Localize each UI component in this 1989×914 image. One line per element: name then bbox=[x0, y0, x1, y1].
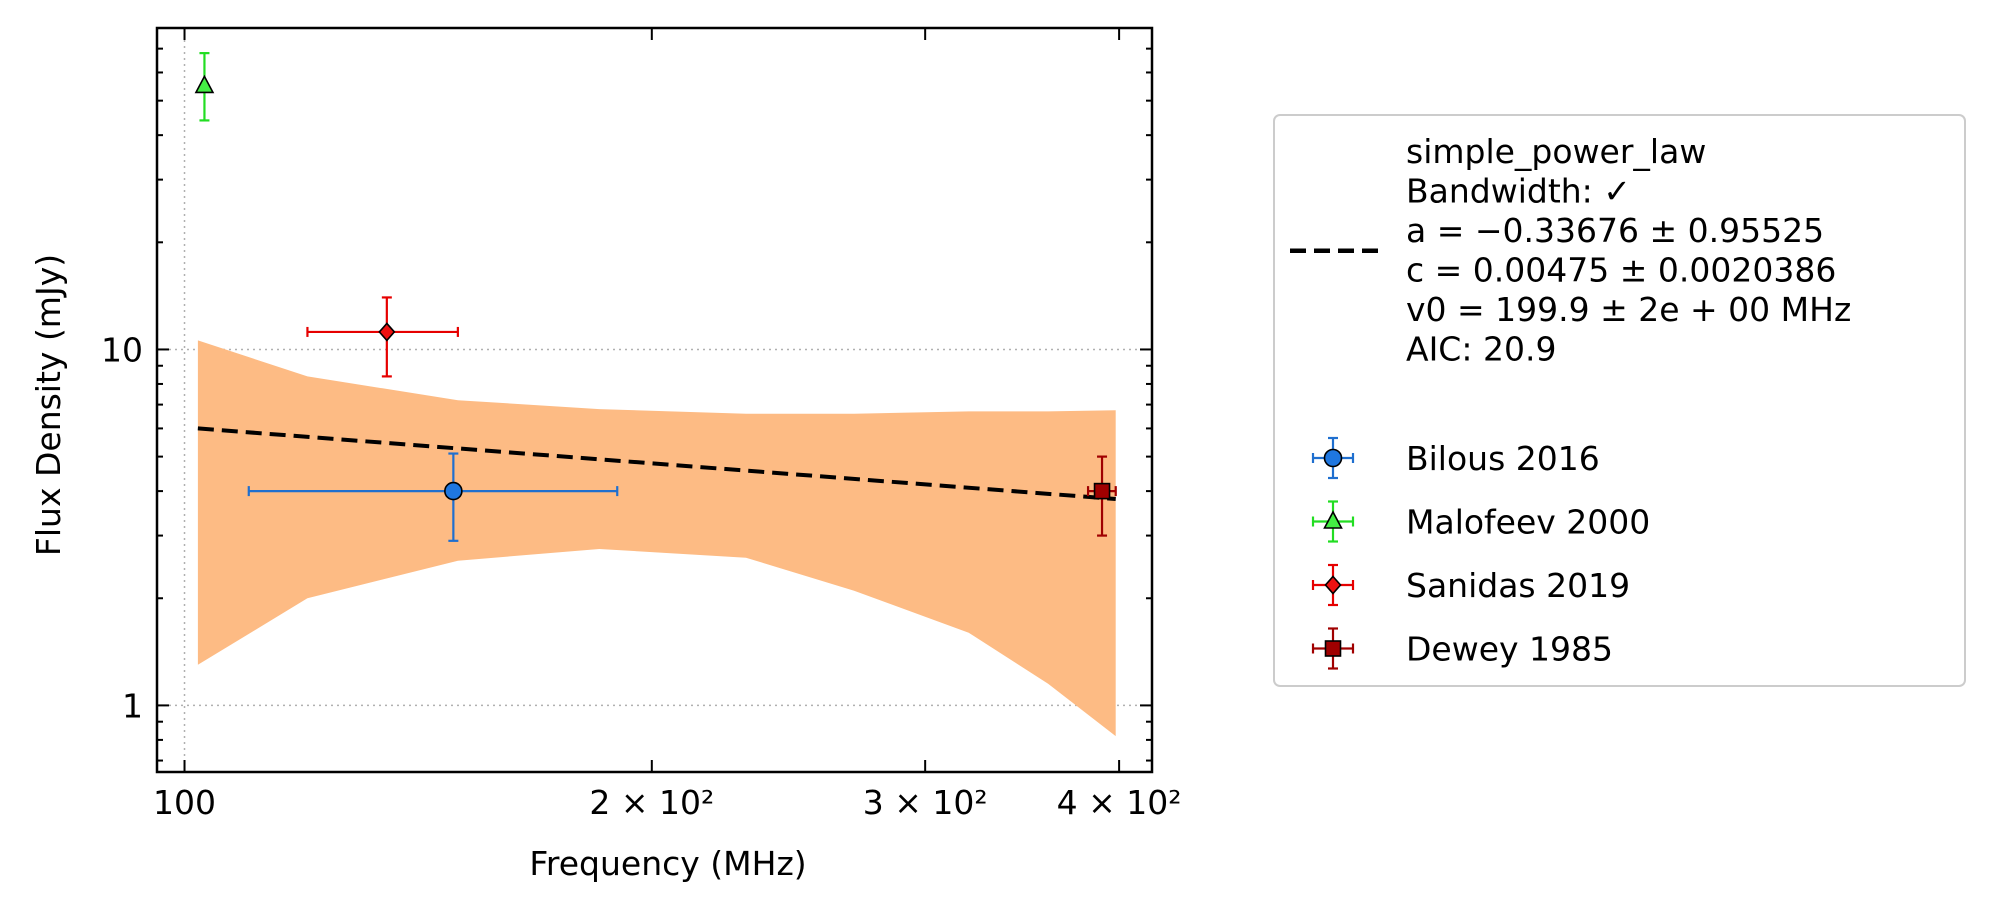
grid-lines bbox=[157, 28, 1152, 772]
data-point-marker bbox=[378, 322, 396, 342]
legend-fit-text: AIC: 20.9 bbox=[1406, 330, 1556, 369]
x-tick-label: 4 × 10² bbox=[1057, 783, 1182, 822]
x-tick-label: 100 bbox=[153, 783, 216, 822]
data-point-group bbox=[247, 452, 619, 542]
legend-fit-text: c = 0.00475 ± 0.0020386 bbox=[1406, 251, 1836, 290]
legend-fit-text: v0 = 199.9 ± 2e + 00 MHz bbox=[1406, 290, 1851, 329]
legend-entry: Bilous 2016 bbox=[1311, 436, 1600, 480]
axes-frame bbox=[155, 26, 1154, 774]
x-axis-label: Frequency (MHz) bbox=[529, 844, 806, 883]
x-tick-label: 3 × 10² bbox=[863, 783, 988, 822]
y-tick-label: 10 bbox=[101, 330, 143, 369]
legend-entry: Malofeev 2000 bbox=[1311, 500, 1650, 543]
legend-fit-text: simple_power_law bbox=[1406, 132, 1706, 171]
legend-label: Sanidas 2019 bbox=[1406, 566, 1630, 605]
data-point-group bbox=[1086, 455, 1117, 537]
y-tick-label: 1 bbox=[122, 686, 143, 725]
data-point-marker bbox=[444, 481, 463, 501]
data-point-marker bbox=[1093, 482, 1111, 500]
axis-ticks bbox=[157, 28, 1152, 772]
legend-entry: Dewey 1985 bbox=[1311, 627, 1613, 670]
fit-line bbox=[197, 426, 1116, 502]
fit-line-layer bbox=[197, 426, 1116, 502]
x-tick-label: 2 × 10² bbox=[589, 783, 714, 822]
plot-frame bbox=[155, 26, 1154, 774]
y-axis-label: Flux Density (mJy) bbox=[29, 254, 68, 556]
data-point-group bbox=[306, 296, 459, 378]
legend-label: Malofeev 2000 bbox=[1406, 503, 1650, 542]
axis-tick-labels: 100 2 × 10² 3 × 10² 4 × 10² 1 10 bbox=[101, 330, 1182, 822]
data-point-marker bbox=[194, 74, 215, 94]
legend-label: Bilous 2016 bbox=[1406, 439, 1600, 478]
legend-fit-text: Bandwidth: ✓ bbox=[1406, 172, 1631, 211]
legend-marker bbox=[1324, 575, 1342, 595]
legend-marker bbox=[1324, 640, 1342, 657]
data-point-group bbox=[194, 52, 215, 122]
legend-marker bbox=[1323, 448, 1343, 468]
fit-uncertainty-band bbox=[197, 340, 1116, 737]
legend-frame bbox=[1273, 114, 1966, 687]
legend-marker bbox=[1323, 510, 1343, 529]
legend-fit-text: a = −0.33676 ± 0.95525 bbox=[1406, 211, 1824, 250]
legend-entry: Sanidas 2019 bbox=[1311, 563, 1630, 607]
fit-uncertainty-band-layer bbox=[197, 340, 1116, 737]
data-points-layer bbox=[194, 52, 1117, 542]
legend-label: Dewey 1985 bbox=[1406, 630, 1613, 669]
